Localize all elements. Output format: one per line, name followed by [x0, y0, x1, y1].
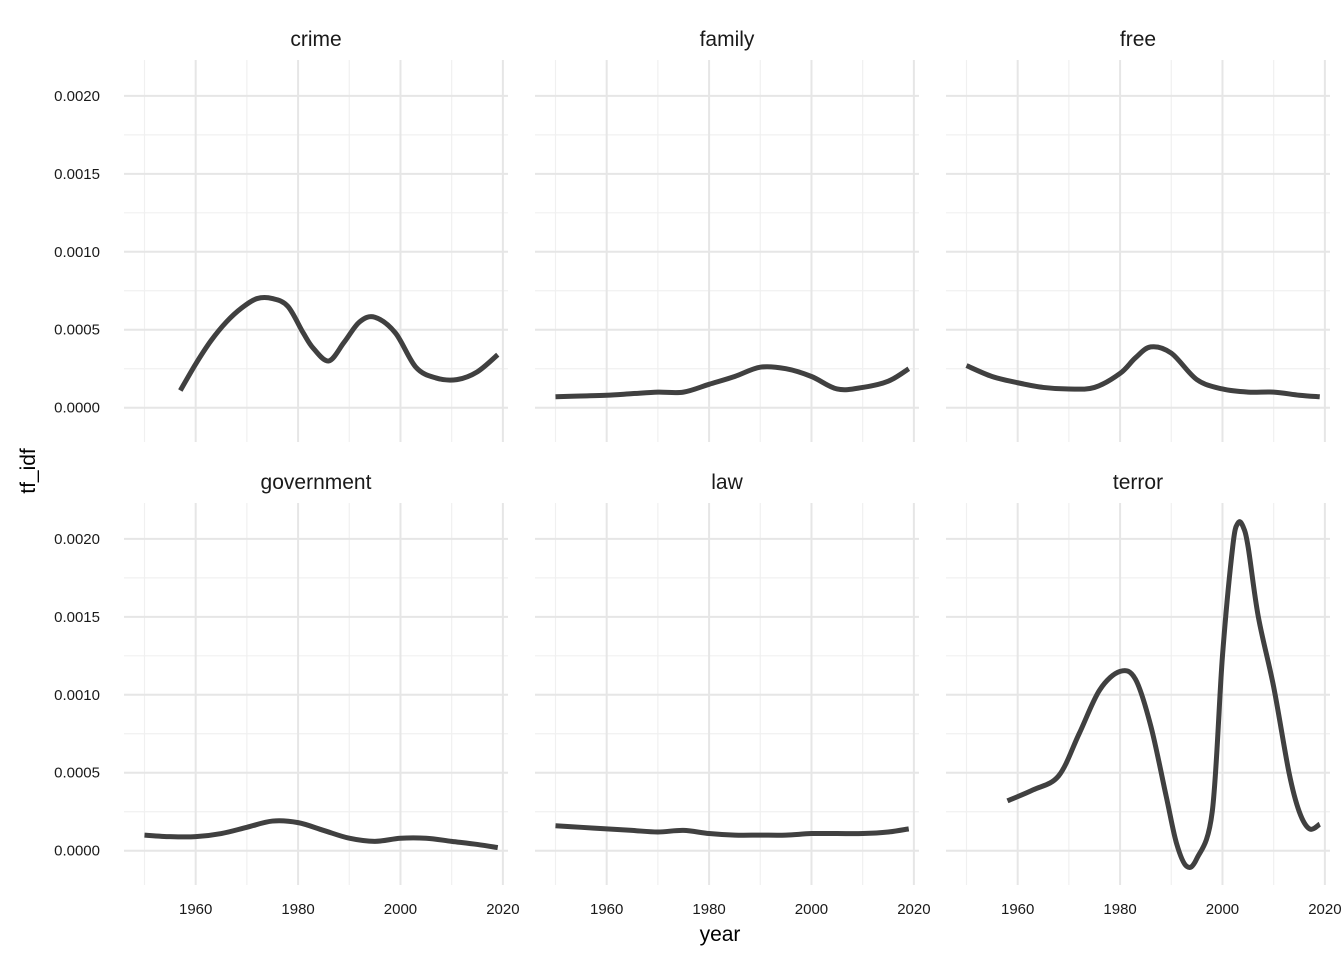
- y-tick-label: 0.0000: [54, 843, 100, 860]
- panel-government: government 0.0000 0.0005 0.0010 0.0015 0.0020…: [54, 471, 519, 918]
- panel-free: free: [946, 28, 1330, 442]
- y-tick-label: 0.0010: [54, 244, 100, 261]
- x-tick-label: 2020: [486, 901, 519, 918]
- series-line-terror: [1006, 519, 1322, 870]
- x-tick-label: 2020: [897, 901, 930, 918]
- y-tick-label: 0.0005: [54, 765, 100, 782]
- y-tick-label: 0.0005: [54, 322, 100, 339]
- panel-family: family: [535, 28, 919, 442]
- y-tick-label: 0.0015: [54, 609, 100, 626]
- x-axis-title: year: [700, 923, 741, 946]
- y-tick-label: 0.0020: [54, 88, 100, 105]
- x-tick-label: 1980: [692, 901, 725, 918]
- x-tick-label: 1980: [281, 901, 314, 918]
- series-line-law: [555, 823, 910, 838]
- panel-terror: terror 1960 1980 2000 2020: [946, 471, 1342, 918]
- x-tick-label: 1960: [590, 901, 623, 918]
- panel-crime: crime 0.0000 0.0005 0.0010 0.0015 0.0020: [54, 28, 508, 442]
- panel-title: free: [1120, 28, 1156, 51]
- series-line-government: [144, 818, 499, 851]
- y-tick-label: 0.0010: [54, 687, 100, 704]
- y-axis-title: tf_idf: [17, 448, 40, 494]
- x-tick-label: 2000: [795, 901, 828, 918]
- x-tick-label: 2000: [1206, 901, 1239, 918]
- series-line-crime: [178, 294, 500, 392]
- panel-law: law 1960 1980 2000 2020: [535, 471, 931, 918]
- panel-title: crime: [290, 28, 341, 51]
- series-line-family: [555, 364, 911, 400]
- x-tick-label: 1960: [1001, 901, 1034, 918]
- panel-title: terror: [1113, 471, 1163, 494]
- y-tick-label: 0.0015: [54, 166, 100, 183]
- x-tick-label: 2000: [384, 901, 417, 918]
- y-tick-label: 0.0020: [54, 531, 100, 548]
- panel-title: government: [261, 471, 372, 494]
- panel-title: family: [700, 28, 755, 51]
- panel-title: law: [711, 471, 743, 494]
- x-tick-label: 1960: [179, 901, 212, 918]
- y-tick-label: 0.0000: [54, 400, 100, 417]
- panels-layer: crime 0.0000 0.0005 0.0010 0.0015 0.0020 famil…: [54, 28, 1341, 918]
- x-tick-label: 1980: [1103, 901, 1136, 918]
- series-line-free: [965, 344, 1320, 400]
- x-tick-label: 2020: [1308, 901, 1341, 918]
